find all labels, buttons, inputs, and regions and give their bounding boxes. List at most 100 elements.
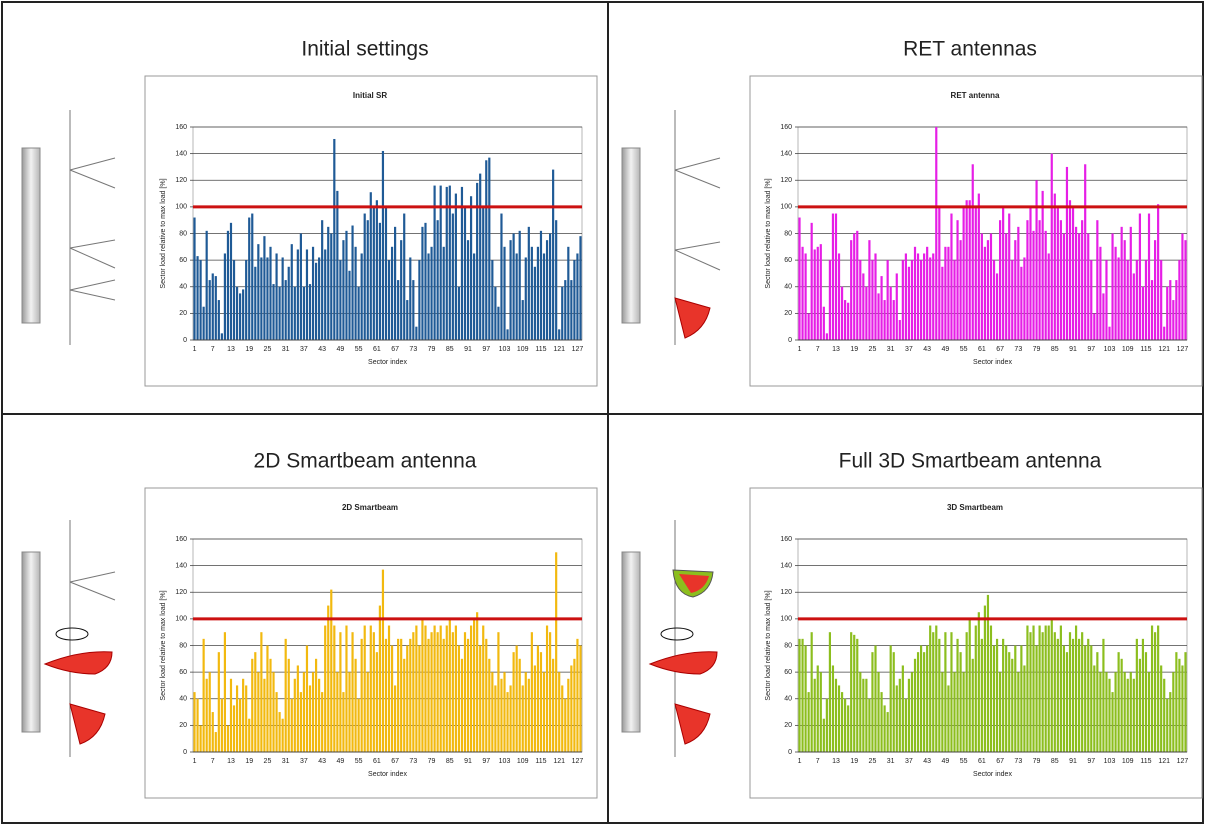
bar [205,230,208,340]
bar [363,213,366,340]
bar [354,658,357,752]
bar [862,678,865,752]
x-tick-label: 19 [850,346,858,353]
x-tick-label: 13 [832,758,840,765]
bar [959,240,962,340]
bar [1117,257,1120,340]
bar [913,658,917,752]
x-tick-label: 1 [798,346,802,353]
bar [351,225,354,340]
bar [293,678,296,752]
bar [205,678,208,752]
bar [193,692,196,752]
bar [558,672,561,752]
x-tick-label: 31 [282,346,290,353]
x-tick-label: 109 [1122,346,1134,353]
bar [454,625,457,752]
bar [527,678,530,752]
y-tick-label: 100 [175,204,187,211]
x-tick-label: 85 [1051,346,1059,353]
bar [314,262,318,340]
bar [527,226,530,340]
bar [1169,692,1172,752]
bar [451,632,454,752]
bar [299,233,302,340]
x-tick-label: 121 [1158,346,1170,353]
y-tick-label: 100 [780,204,792,211]
x-tick-label: 43 [923,758,931,765]
x-tick-label: 1 [193,346,197,353]
bar [494,286,497,340]
bar [1035,180,1038,340]
x-tick-label: 13 [832,346,840,353]
bar [1135,638,1138,752]
bar [932,632,935,752]
bar [1141,638,1145,752]
bar [901,260,904,340]
bar [1005,645,1008,752]
bar [308,284,312,340]
bar [518,658,521,752]
bar [819,672,822,752]
bar [895,685,898,752]
y-tick-label: 20 [179,310,187,317]
bar [983,246,986,340]
bar [904,698,907,752]
bar [433,625,436,752]
bar [871,652,874,752]
bar [229,222,233,340]
x-tick-label: 115 [535,758,546,765]
bar [1144,652,1148,752]
bar [798,217,801,340]
x-tick-label: 7 [816,346,820,353]
bar [196,256,199,340]
bar [874,645,877,752]
bar [199,260,202,340]
bar [442,638,445,752]
bar [1029,632,1032,752]
bar [242,289,245,340]
bar [208,672,211,752]
bar [345,625,348,752]
panel: RET antennas RET antenna 0 20 40 60 80 100 120 1… [621,38,1203,387]
bar [570,280,573,340]
bar [281,718,284,752]
bar [1111,692,1114,752]
bar [1020,266,1023,340]
x-tick-label: 91 [464,758,472,765]
bar [466,240,470,340]
bar [281,257,284,340]
bar [1172,300,1175,340]
bar [1153,240,1157,340]
x-tick-label: 67 [391,346,399,353]
bar [336,190,339,340]
panel: Initial settings Initial SR 0 20 40 60 80 100 1… [21,38,598,387]
bar [500,678,503,752]
bar [302,286,306,340]
bar [235,286,239,340]
bar [275,253,278,340]
bar [336,672,339,752]
y-tick-label: 120 [780,589,792,596]
chart-title: RET antenna [951,91,1000,100]
x-tick-label: 103 [499,346,511,353]
bar [542,672,546,752]
bar [509,240,512,340]
bar [433,185,436,340]
bar [524,257,527,340]
bar [220,333,223,340]
bar [226,230,230,340]
bar [1166,286,1169,340]
bar [521,685,524,752]
x-tick-label: 85 [1051,758,1059,765]
x-tick-label: 127 [572,758,584,765]
bar [910,260,914,340]
x-tick-label: 115 [1140,758,1151,765]
bar [916,253,920,340]
bar [318,257,321,340]
bar [485,160,488,340]
bar [394,226,397,340]
y-tick-label: 0 [788,337,792,344]
